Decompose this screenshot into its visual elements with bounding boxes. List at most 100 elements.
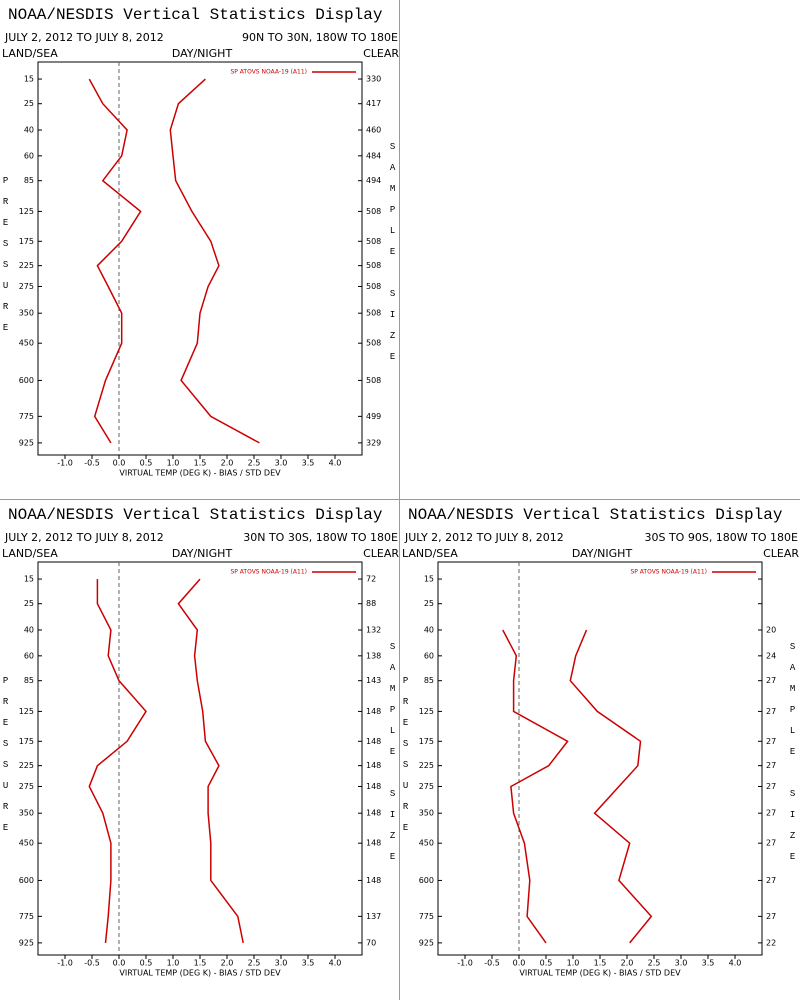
sample-size: 27 <box>766 737 776 746</box>
sample-size: 22 <box>766 938 776 947</box>
y-tick-label: 60 <box>424 651 434 660</box>
y-tick-label: 350 <box>19 809 34 818</box>
y-tick-label: 175 <box>19 737 34 746</box>
y-tick-label: 175 <box>419 737 434 746</box>
x-tick-label: 2.0 <box>621 959 634 968</box>
x-tick-label: -0.5 <box>84 959 100 968</box>
y-tick-label: 85 <box>24 176 34 185</box>
y-tick-label: 925 <box>19 438 34 447</box>
title: NOAA/NESDIS Vertical Statistics Display <box>408 506 783 524</box>
y-tick-label: 40 <box>24 625 34 634</box>
y-tick-label: 125 <box>19 707 34 716</box>
x-tick-label: -1.0 <box>57 459 73 468</box>
sample-size: 148 <box>366 761 381 770</box>
x-tick-label: 3.0 <box>675 959 688 968</box>
sample-size: 508 <box>366 237 381 246</box>
y2-axis-label: SAMPLE SIZE <box>388 642 398 873</box>
x-tick-label: 1.5 <box>594 959 607 968</box>
sample-size: 460 <box>366 125 381 134</box>
x-axis-label: VIRTUAL TEMP (DEG K) - BIAS / STD DEV <box>119 969 281 978</box>
legend-label: SP ATOVS NOAA-19 (A11) <box>230 569 307 576</box>
title: NOAA/NESDIS Vertical Statistics Display <box>8 506 383 524</box>
x-tick-label: 0.0 <box>113 959 126 968</box>
y-tick-label: 600 <box>19 876 34 885</box>
date-range: JULY 2, 2012 TO JULY 8, 2012 <box>4 31 164 44</box>
sample-size: 24 <box>766 651 776 660</box>
sample-size: 148 <box>366 707 381 716</box>
x-tick-label: 1.0 <box>167 459 180 468</box>
x-axis-label: VIRTUAL TEMP (DEG K) - BIAS / STD DEV <box>119 469 281 478</box>
land-sea: LAND/SEA <box>402 547 458 560</box>
sample-size: 27 <box>766 761 776 770</box>
legend-label: SP ATOVS NOAA-19 (A11) <box>630 569 707 576</box>
sample-size: 138 <box>366 651 381 660</box>
sample-size: 508 <box>366 282 381 291</box>
x-tick-label: 1.5 <box>194 459 207 468</box>
x-tick-label: 0.0 <box>513 959 526 968</box>
region: 30N TO 30S, 180W TO 180E <box>243 531 398 544</box>
sample-size: 88 <box>366 599 376 608</box>
x-tick-label: 3.5 <box>302 459 315 468</box>
sample-size: 27 <box>766 912 776 921</box>
sample-size: 27 <box>766 707 776 716</box>
y-axis-label: PRESSURE <box>1 176 11 344</box>
y-tick-label: 25 <box>424 599 434 608</box>
y-tick-label: 925 <box>419 938 434 947</box>
y-tick-label: 275 <box>19 782 34 791</box>
clear: CLEAR <box>363 47 399 60</box>
date-range: JULY 2, 2012 TO JULY 8, 2012 <box>404 531 564 544</box>
land-sea: LAND/SEA <box>2 47 58 60</box>
x-tick-label: 2.5 <box>648 959 661 968</box>
sample-size: 329 <box>366 438 381 447</box>
y-tick-label: 450 <box>19 339 34 348</box>
std-dev-line <box>169 78 260 444</box>
sample-size: 508 <box>366 261 381 270</box>
sample-size: 508 <box>366 309 381 318</box>
sample-size: 484 <box>366 151 381 160</box>
sample-size: 148 <box>366 737 381 746</box>
x-tick-label: 3.0 <box>275 459 288 468</box>
y-tick-label: 85 <box>424 676 434 685</box>
y-tick-label: 350 <box>19 309 34 318</box>
sample-size: 27 <box>766 876 776 885</box>
sample-size: 27 <box>766 809 776 818</box>
y2-axis-label: SAMPLE SIZE <box>788 642 798 873</box>
y-tick-label: 775 <box>19 412 34 421</box>
land-sea: LAND/SEA <box>2 547 58 560</box>
y-axis-label: PRESSURE <box>1 676 11 844</box>
x-tick-label: 4.0 <box>329 459 342 468</box>
x-tick-label: 1.5 <box>194 959 207 968</box>
sample-size: 508 <box>366 339 381 348</box>
sample-size: 417 <box>366 99 381 108</box>
bias-line <box>88 579 147 943</box>
sample-size: 508 <box>366 207 381 216</box>
y-tick-label: 275 <box>19 282 34 291</box>
y-tick-label: 25 <box>24 99 34 108</box>
y-tick-label: 775 <box>419 912 434 921</box>
sample-size: 20 <box>766 625 776 634</box>
x-axis-label: VIRTUAL TEMP (DEG K) - BIAS / STD DEV <box>519 969 681 978</box>
sample-size: 148 <box>366 809 381 818</box>
sample-size: 494 <box>366 176 381 185</box>
x-tick-label: 3.5 <box>302 959 315 968</box>
x-tick-label: 2.0 <box>221 959 234 968</box>
x-tick-label: 0.5 <box>540 959 553 968</box>
std-dev-line <box>569 629 653 944</box>
x-tick-label: 4.0 <box>729 959 742 968</box>
y-tick-label: 925 <box>19 938 34 947</box>
x-tick-label: 2.0 <box>221 459 234 468</box>
std-dev-line <box>177 578 244 944</box>
sample-size: 508 <box>366 376 381 385</box>
day-night: DAY/NIGHT <box>172 47 233 60</box>
y-tick-label: 40 <box>24 125 34 134</box>
day-night: DAY/NIGHT <box>572 547 633 560</box>
x-tick-label: 0.0 <box>113 459 126 468</box>
y-tick-label: 15 <box>24 575 34 584</box>
y2-axis-label: SAMPLE SIZE <box>388 142 398 373</box>
y-tick-label: 25 <box>24 599 34 608</box>
x-tick-label: 1.0 <box>567 959 580 968</box>
x-tick-label: -1.0 <box>57 959 73 968</box>
x-tick-label: 0.5 <box>140 459 153 468</box>
sample-size: 148 <box>366 839 381 848</box>
